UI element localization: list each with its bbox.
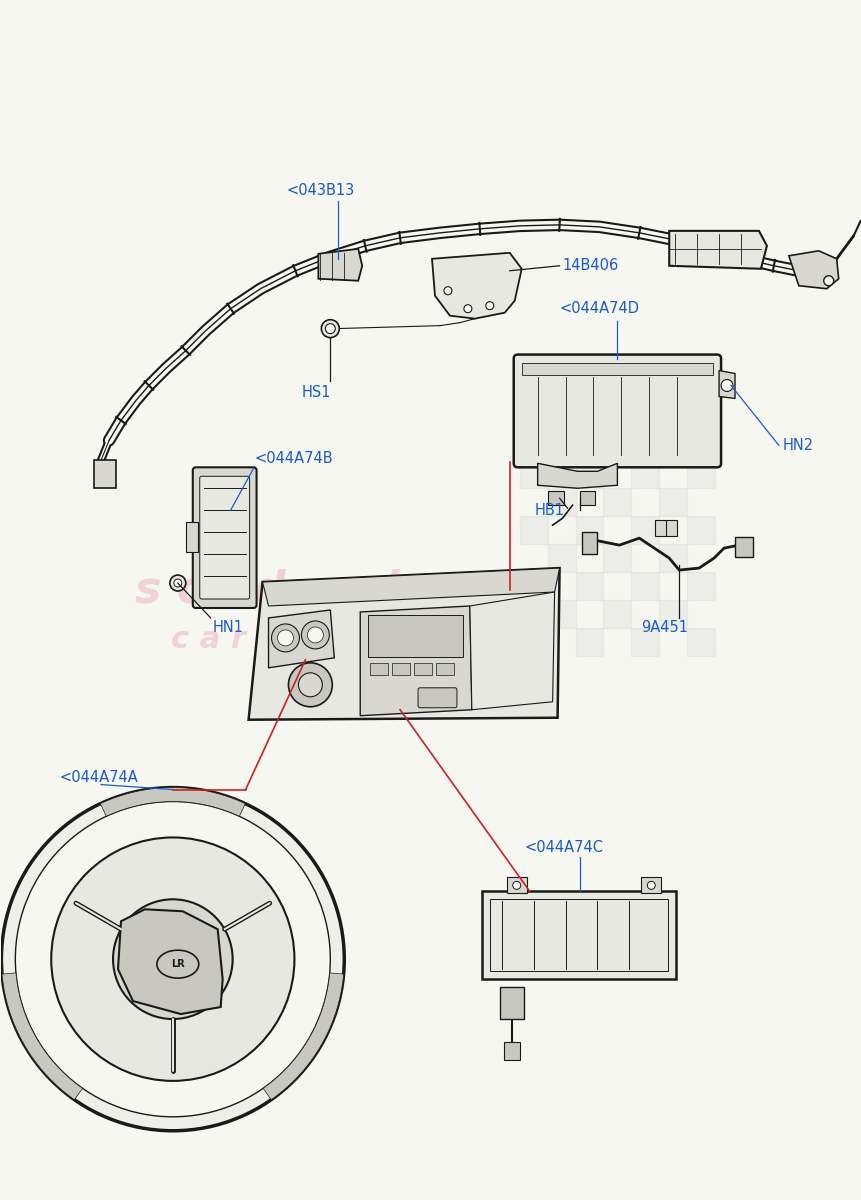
- Text: HN2: HN2: [782, 438, 813, 452]
- Bar: [575, 628, 603, 656]
- FancyBboxPatch shape: [513, 354, 720, 467]
- Circle shape: [174, 580, 182, 587]
- FancyBboxPatch shape: [503, 1042, 519, 1060]
- Polygon shape: [360, 606, 471, 715]
- Circle shape: [512, 881, 520, 889]
- Polygon shape: [431, 253, 521, 319]
- Text: c a r   p a r t s: c a r p a r t s: [170, 625, 410, 654]
- Polygon shape: [100, 787, 245, 816]
- Text: <044A74A: <044A74A: [59, 770, 138, 785]
- Circle shape: [301, 620, 329, 649]
- Polygon shape: [2, 973, 83, 1099]
- Polygon shape: [248, 568, 559, 720]
- Bar: [369, 662, 387, 674]
- Polygon shape: [118, 910, 222, 1014]
- Bar: [547, 544, 575, 572]
- Bar: [659, 600, 686, 628]
- Circle shape: [271, 624, 299, 652]
- Circle shape: [486, 301, 493, 310]
- Bar: [186, 522, 197, 552]
- Bar: [575, 516, 603, 544]
- Bar: [630, 461, 659, 488]
- Text: <044A74C: <044A74C: [523, 840, 603, 854]
- Bar: [686, 628, 715, 656]
- FancyBboxPatch shape: [547, 491, 563, 505]
- Circle shape: [463, 305, 471, 313]
- FancyBboxPatch shape: [581, 532, 597, 554]
- FancyBboxPatch shape: [418, 688, 456, 708]
- Bar: [506, 877, 526, 893]
- Circle shape: [325, 324, 335, 334]
- Circle shape: [113, 899, 232, 1019]
- Bar: [630, 572, 659, 600]
- Text: HS1: HS1: [301, 385, 331, 400]
- FancyBboxPatch shape: [654, 520, 677, 536]
- Bar: [659, 544, 686, 572]
- Bar: [603, 544, 630, 572]
- Bar: [575, 461, 603, 488]
- Polygon shape: [718, 371, 734, 398]
- Polygon shape: [668, 230, 766, 269]
- FancyBboxPatch shape: [579, 491, 595, 505]
- Bar: [630, 628, 659, 656]
- Circle shape: [298, 673, 322, 697]
- Bar: [630, 516, 659, 544]
- Circle shape: [720, 379, 732, 391]
- Bar: [94, 461, 116, 488]
- Text: <043B13: <043B13: [286, 184, 354, 198]
- Bar: [519, 572, 547, 600]
- Bar: [392, 662, 410, 674]
- Text: HN1: HN1: [213, 620, 244, 636]
- Circle shape: [823, 276, 833, 286]
- Circle shape: [170, 575, 186, 592]
- Bar: [519, 516, 547, 544]
- Bar: [547, 600, 575, 628]
- Text: LR: LR: [170, 959, 184, 970]
- Text: s o l d e r i a: s o l d e r i a: [135, 569, 445, 612]
- FancyBboxPatch shape: [193, 467, 257, 608]
- Circle shape: [277, 630, 293, 646]
- Text: <044A74B: <044A74B: [254, 451, 333, 466]
- Polygon shape: [469, 592, 554, 709]
- Text: 14B406: 14B406: [562, 258, 618, 274]
- Bar: [641, 877, 660, 893]
- Bar: [659, 488, 686, 516]
- Bar: [436, 662, 454, 674]
- Polygon shape: [318, 248, 362, 281]
- Bar: [413, 662, 431, 674]
- Text: HB1: HB1: [534, 503, 564, 517]
- Polygon shape: [269, 610, 334, 668]
- Bar: [686, 572, 715, 600]
- Circle shape: [647, 881, 654, 889]
- Bar: [686, 516, 715, 544]
- Circle shape: [307, 626, 323, 643]
- Circle shape: [51, 838, 294, 1081]
- FancyBboxPatch shape: [481, 892, 675, 979]
- Polygon shape: [537, 463, 616, 488]
- FancyBboxPatch shape: [200, 476, 250, 599]
- Bar: [519, 628, 547, 656]
- Polygon shape: [263, 973, 344, 1099]
- FancyBboxPatch shape: [499, 988, 523, 1019]
- Text: 9A451: 9A451: [640, 620, 687, 636]
- Bar: [603, 600, 630, 628]
- Polygon shape: [2, 787, 344, 1130]
- FancyBboxPatch shape: [734, 538, 753, 557]
- Bar: [547, 488, 575, 516]
- Circle shape: [443, 287, 451, 295]
- Circle shape: [321, 319, 339, 337]
- Bar: [575, 572, 603, 600]
- Bar: [519, 461, 547, 488]
- Polygon shape: [263, 568, 559, 606]
- FancyBboxPatch shape: [368, 614, 462, 656]
- Bar: [603, 488, 630, 516]
- Text: <044A74D: <044A74D: [559, 301, 639, 316]
- Bar: [686, 461, 715, 488]
- Bar: [521, 362, 712, 374]
- Circle shape: [288, 662, 332, 707]
- Polygon shape: [788, 251, 838, 289]
